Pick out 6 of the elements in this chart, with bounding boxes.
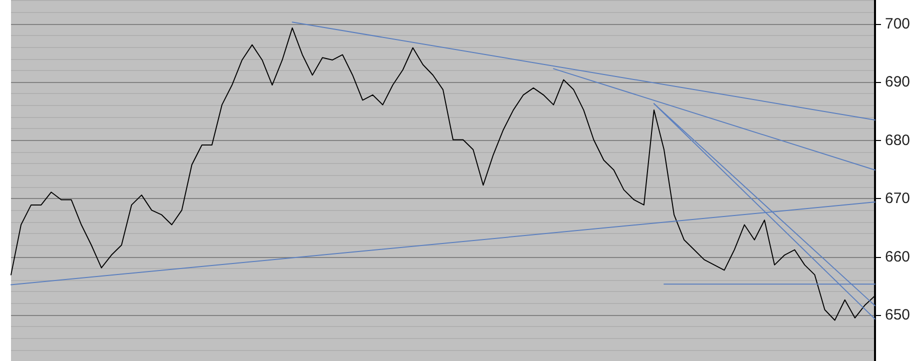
y-tick-label: 680: [885, 132, 910, 149]
y-tick-label: 690: [885, 74, 910, 91]
y-tick-label: 670: [885, 190, 910, 208]
y-tick-label: 700: [885, 15, 910, 32]
y-tick-label: 650: [885, 306, 910, 324]
y-tick-label: 660: [885, 248, 910, 266]
